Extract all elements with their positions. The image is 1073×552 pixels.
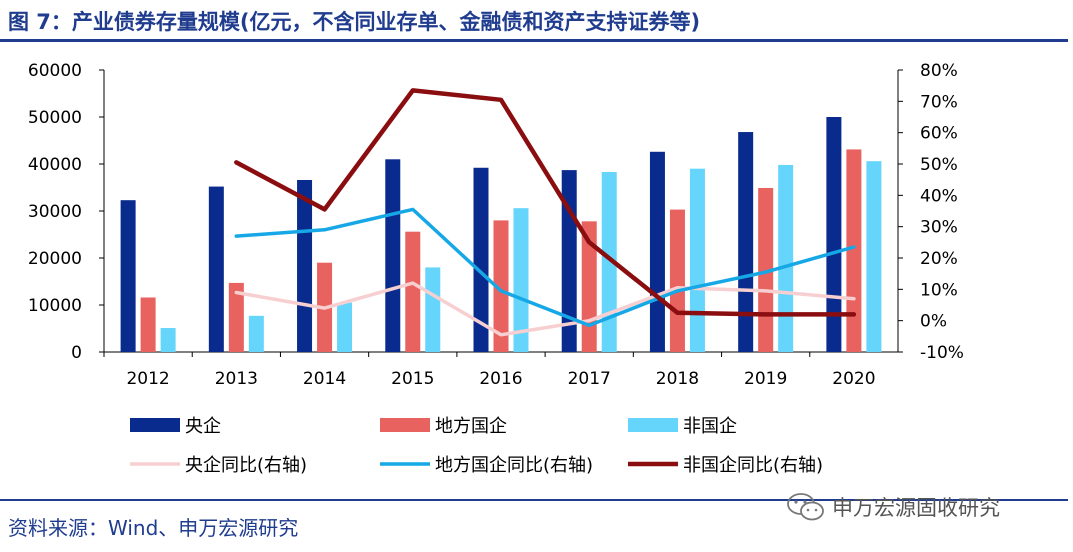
legend-label: 央企 [185,416,221,437]
x-tick-label: 2013 [215,369,258,389]
bar-central [120,200,136,352]
right-tick-label: 70% [920,92,958,112]
chart-title: 图 7：产业债券存量规模(亿元，不含同业存单、金融债和资产支持证券等) [8,10,701,34]
bar-nonstate [513,208,529,352]
watermark-text: 申万宏源固收研究 [832,496,1000,520]
bar-nonstate [337,302,353,352]
legend-label: 地方国企 [435,416,507,437]
bar-nonstate [866,161,882,352]
left-tick-label: 40000 [28,155,82,175]
bar-local [405,231,421,352]
legend-swatch [628,418,678,432]
bar-central [385,159,401,352]
right-tick-label: 0% [920,312,947,332]
left-tick-label: 30000 [28,202,82,222]
bar-nonstate [778,164,794,352]
legend-swatch [380,418,430,432]
right-tick-label: -10% [920,343,964,363]
legend-label: 非国企 [683,416,737,437]
chart: 0 10000 20000 30000 40000 50000 60000 -10% 0% 10%… [28,61,964,476]
wechat-icon [787,493,824,521]
bar-local [846,149,862,352]
legend-label: 非国企同比(右轴) [683,455,823,476]
x-tick-label: 2016 [479,369,522,389]
bar-central [649,151,665,352]
left-tick-label: 20000 [28,249,82,269]
bar-central [297,179,313,352]
right-tick-label: 40% [920,186,958,206]
bar-local [140,297,156,352]
bar-central [738,132,754,352]
bar-nonstate [601,171,617,352]
legend-label: 央企同比(右轴) [185,455,307,476]
x-tick-label: 2012 [126,369,169,389]
legend-label: 地方国企同比(右轴) [435,455,593,476]
bar-nonstate [425,267,441,352]
bar-local [669,209,685,352]
bar-nonstate [160,328,176,352]
bar-central [826,117,842,352]
left-tick-label: 60000 [28,61,82,81]
bar-local [758,187,774,352]
footer-rule [0,499,1068,501]
x-tick-label: 2014 [303,369,346,389]
x-tick-label: 2017 [568,369,611,389]
x-tick-label: 2019 [744,369,787,389]
left-tick-label: 0 [71,343,82,363]
x-tick-label: 2015 [391,369,434,389]
legend-swatch [130,418,180,432]
bar-central [473,167,489,352]
source-note: 资料来源：Wind、申万宏源研究 [8,516,299,540]
bar-local [228,282,244,352]
line-central-yoy [234,281,856,337]
title-rule [0,39,1068,42]
right-tick-label: 80% [920,61,958,81]
watermark: 申万宏源固收研究 [786,489,1000,525]
right-tick-label: 50% [920,155,958,175]
x-tick-label: 2020 [832,369,875,389]
right-tick-label: 30% [920,218,958,238]
bar-nonstate [248,315,264,352]
left-tick-label: 50000 [28,108,82,128]
x-tick-label: 2018 [656,369,699,389]
right-tick-label: 60% [920,124,958,144]
bar-local [493,220,509,352]
line-nonstate-yoy [234,88,857,317]
right-tick-label: 10% [920,280,958,300]
bar-central [208,186,224,352]
bar-nonstate [689,168,705,352]
line-local-yoy [234,207,856,328]
right-tick-label: 20% [920,249,958,269]
left-tick-label: 10000 [28,296,82,316]
